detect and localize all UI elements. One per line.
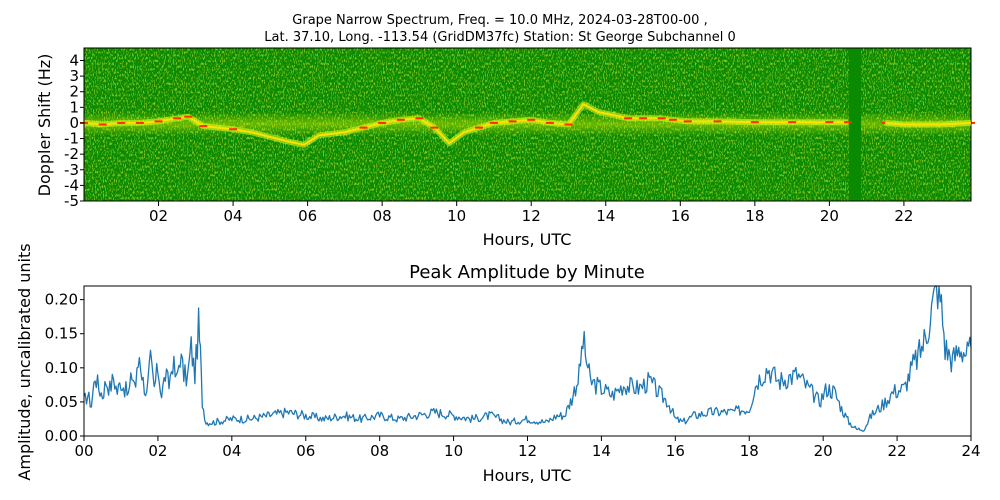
- spectrogram-x-tick-label: 20: [820, 207, 839, 225]
- amplitude-title: Peak Amplitude by Minute: [409, 262, 645, 283]
- spectrogram-x-ticks: 02 04 06 08 10 12 14 16 18 20 22: [149, 201, 913, 225]
- spectrogram-x-label: Hours, UTC: [483, 230, 572, 249]
- spectrogram-x-tick-label: 14: [596, 207, 615, 225]
- spectrogram-y-tick-label: -5: [64, 192, 79, 210]
- amplitude-y-label: Amplitude, uncalibrated units: [15, 243, 34, 480]
- amplitude-y-tick-label: 0.00: [45, 427, 78, 445]
- amplitude-series-line: [83, 285, 972, 432]
- amplitude-x-tick-label: 06: [296, 442, 315, 460]
- amplitude-x-tick-label: 02: [148, 442, 167, 460]
- spectrogram-y-tick-label: 2: [69, 83, 79, 101]
- amplitude-x-tick-label: 12: [518, 442, 537, 460]
- spectrogram-y-tick-label: 4: [69, 51, 79, 69]
- spectrogram-y-tick-label: 3: [69, 67, 79, 85]
- amplitude-x-tick-label: 14: [592, 442, 611, 460]
- amplitude-y-tick-label: 0.05: [45, 393, 78, 411]
- amplitude-x-ticks: 00 02 04 06 08 10 12 14 16 18 20 22 24: [74, 436, 981, 460]
- amplitude-x-tick-label: 00: [74, 442, 93, 460]
- spectrogram-trace: [885, 121, 972, 126]
- amplitude-x-tick-label: 20: [814, 442, 833, 460]
- spectrogram-y-tick-label: -1: [64, 130, 79, 148]
- figure-title-line-1: Grape Narrow Spectrum, Freq. = 10.0 MHz,…: [292, 13, 708, 28]
- amplitude-x-tick-label: 16: [666, 442, 685, 460]
- spectrogram-y-tick-label: 1: [69, 98, 79, 116]
- spectrogram-x-tick-label: 18: [745, 207, 764, 225]
- spectrogram-x-tick-label: 04: [224, 207, 243, 225]
- amplitude-x-tick-label: 24: [961, 442, 980, 460]
- spectrogram-x-tick-label: 22: [894, 207, 913, 225]
- amplitude-x-tick-label: 04: [222, 442, 241, 460]
- amplitude-y-ticks: 0.00 0.05 0.10 0.15 0.20: [45, 291, 84, 445]
- figure-title-line-2: Lat. 37.10, Long. -113.54 (GridDM37fc) S…: [264, 30, 736, 45]
- amplitude-y-tick-label: 0.20: [45, 291, 78, 309]
- amplitude-x-tick-label: 10: [444, 442, 463, 460]
- amplitude-y-tick-label: 0.10: [45, 359, 78, 377]
- amplitude-x-label: Hours, UTC: [483, 466, 572, 485]
- spectrogram-x-tick-label: 16: [671, 207, 690, 225]
- spectrogram-dropout: [849, 48, 861, 201]
- spectrogram-x-tick-label: 02: [149, 207, 168, 225]
- spectrogram-y-tick-label: -2: [64, 145, 79, 163]
- spectrogram-y-tick-label: 0: [69, 114, 79, 132]
- amplitude-panel: Peak Amplitude by Minute 00 02 04 06 08 10 12 1…: [15, 243, 981, 485]
- spectrogram-x-tick-label: 08: [373, 207, 392, 225]
- spectrogram-y-tick-label: -3: [64, 161, 79, 179]
- spectrogram-y-tick-label: -4: [64, 176, 79, 194]
- amplitude-x-tick-label: 22: [888, 442, 907, 460]
- spectrogram-x-tick-label: 10: [447, 207, 466, 225]
- spectrogram-y-label: Doppler Shift (Hz): [35, 54, 54, 197]
- spectrogram-x-tick-label: 06: [298, 207, 317, 225]
- amplitude-x-tick-label: 08: [370, 442, 389, 460]
- spectrogram-x-tick-label: 12: [522, 207, 541, 225]
- amplitude-x-tick-label: 18: [740, 442, 759, 460]
- amplitude-plot-area: [84, 286, 971, 436]
- amplitude-y-tick-label: 0.15: [45, 325, 78, 343]
